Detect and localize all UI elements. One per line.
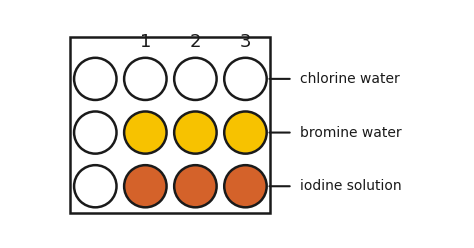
Ellipse shape	[124, 112, 166, 154]
Ellipse shape	[174, 112, 217, 154]
Text: 1: 1	[140, 33, 151, 51]
Text: 3: 3	[240, 33, 251, 51]
Ellipse shape	[224, 58, 267, 100]
Ellipse shape	[124, 165, 166, 207]
Text: bromine water: bromine water	[300, 125, 401, 140]
FancyBboxPatch shape	[70, 37, 271, 213]
Ellipse shape	[74, 165, 117, 207]
Ellipse shape	[224, 112, 267, 154]
Ellipse shape	[224, 165, 267, 207]
Ellipse shape	[74, 58, 117, 100]
Text: chlorine water: chlorine water	[300, 72, 400, 86]
Ellipse shape	[174, 165, 217, 207]
Ellipse shape	[74, 112, 117, 154]
Text: iodine solution: iodine solution	[300, 179, 401, 193]
Ellipse shape	[174, 58, 217, 100]
Ellipse shape	[124, 58, 166, 100]
Text: 2: 2	[190, 33, 201, 51]
